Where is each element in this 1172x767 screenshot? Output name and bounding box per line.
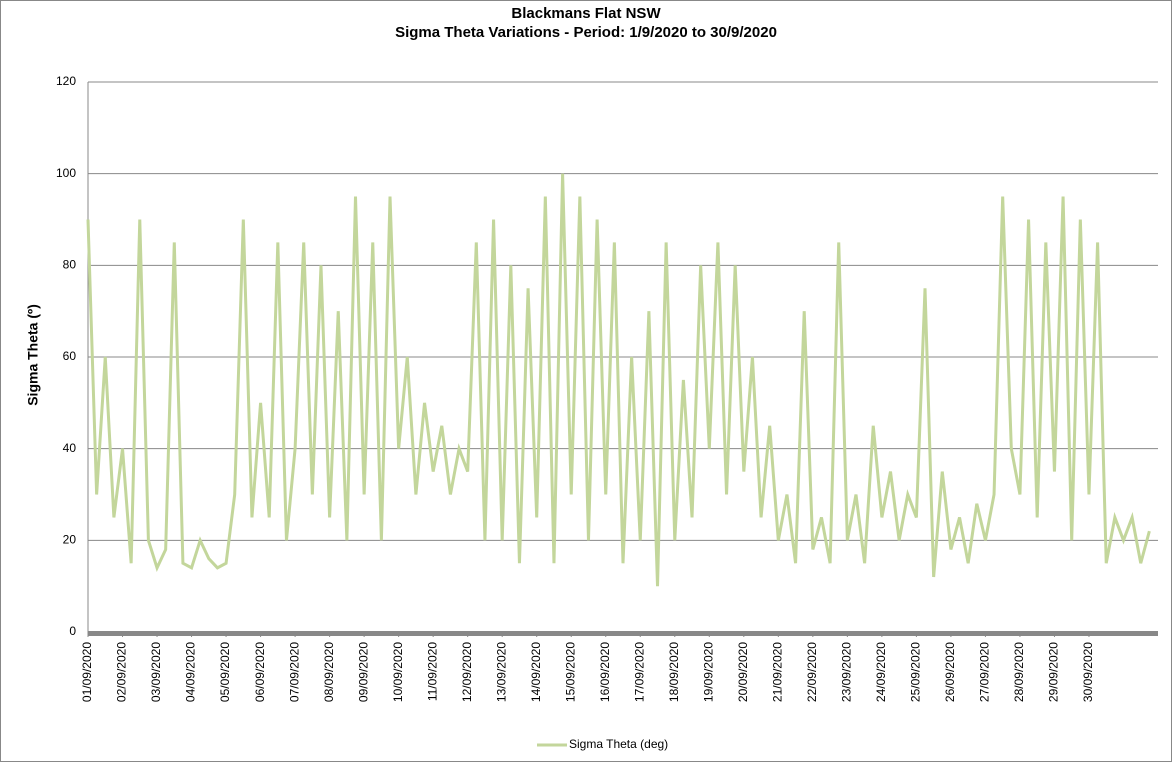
x-tick-label: 07/09/2020 bbox=[287, 642, 301, 702]
x-tick-label: 06/09/2020 bbox=[253, 642, 267, 702]
x-tick-label: 08/09/2020 bbox=[322, 642, 336, 702]
x-tick-label: 04/09/2020 bbox=[184, 642, 198, 702]
x-tick-label: 29/09/2020 bbox=[1047, 642, 1061, 702]
x-tick-label: 15/09/2020 bbox=[563, 642, 577, 702]
y-tick-label: 20 bbox=[63, 533, 77, 547]
x-tick-label: 03/09/2020 bbox=[149, 642, 163, 702]
x-tick-label: 26/09/2020 bbox=[943, 642, 957, 702]
x-tick-label: 14/09/2020 bbox=[529, 642, 543, 702]
x-tick-label: 27/09/2020 bbox=[978, 642, 992, 702]
x-tick-label: 30/09/2020 bbox=[1081, 642, 1095, 702]
y-tick-label: 80 bbox=[63, 258, 77, 272]
x-tick-label: 20/09/2020 bbox=[736, 642, 750, 702]
x-tick-label: 21/09/2020 bbox=[770, 642, 784, 702]
legend-label: Sigma Theta (deg) bbox=[569, 737, 668, 751]
x-tick-label: 09/09/2020 bbox=[356, 642, 370, 702]
x-tick-label: 22/09/2020 bbox=[805, 642, 819, 702]
x-axis-floor bbox=[88, 631, 1158, 636]
x-tick-label: 23/09/2020 bbox=[840, 642, 854, 702]
y-tick-label: 0 bbox=[69, 624, 76, 638]
y-tick-label: 100 bbox=[56, 166, 76, 180]
x-tick-label: 18/09/2020 bbox=[667, 642, 681, 702]
chart-title: Blackmans Flat NSW bbox=[511, 5, 661, 22]
x-tick-label: 19/09/2020 bbox=[701, 642, 715, 702]
chart-subtitle: Sigma Theta Variations - Period: 1/9/202… bbox=[395, 24, 777, 41]
x-tick-label: 12/09/2020 bbox=[460, 642, 474, 702]
x-tick-label: 16/09/2020 bbox=[598, 642, 612, 702]
y-tick-label: 60 bbox=[63, 349, 77, 363]
x-tick-label: 11/09/2020 bbox=[425, 642, 439, 701]
x-tick-label: 01/09/2020 bbox=[80, 642, 94, 702]
x-tick-label: 10/09/2020 bbox=[391, 642, 405, 702]
x-tick-label: 24/09/2020 bbox=[874, 642, 888, 702]
y-axis-label: Sigma Theta (º) bbox=[25, 304, 41, 406]
x-tick-label: 28/09/2020 bbox=[1012, 642, 1026, 702]
data-line bbox=[86, 173, 1151, 587]
x-tick-label: 25/09/2020 bbox=[909, 642, 923, 702]
x-tick-label: 05/09/2020 bbox=[218, 642, 232, 702]
x-tick-label: 02/09/2020 bbox=[115, 642, 129, 702]
y-tick-label: 40 bbox=[63, 441, 77, 455]
y-tick-label: 120 bbox=[56, 74, 76, 88]
x-tick-label: 17/09/2020 bbox=[632, 642, 646, 702]
x-tick-label: 13/09/2020 bbox=[494, 642, 508, 702]
